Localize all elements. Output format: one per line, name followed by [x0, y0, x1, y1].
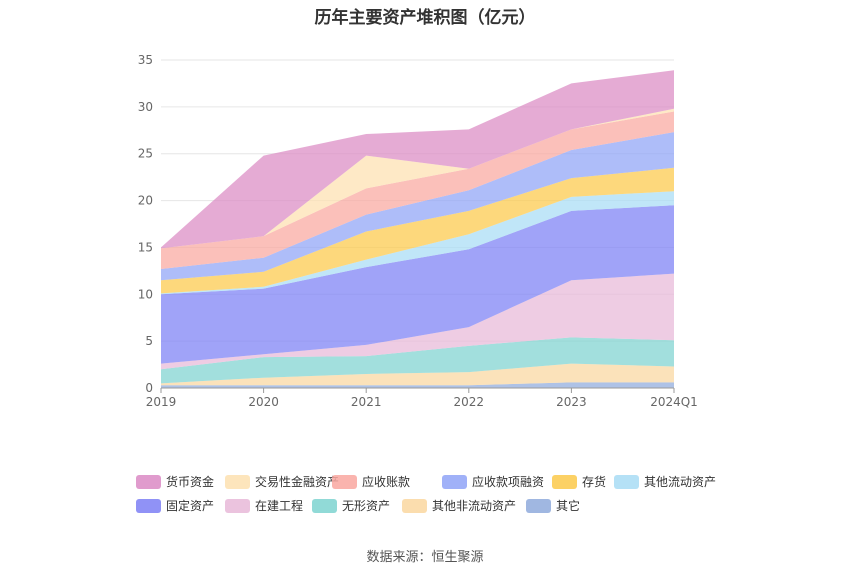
x-tick-label: 2019 — [146, 395, 177, 409]
legend-item[interactable]: 应收账款 — [332, 473, 410, 490]
legend-swatch — [312, 498, 337, 513]
legend-swatch — [526, 498, 551, 513]
y-tick-label: 25 — [138, 147, 153, 161]
area-无形资产 — [161, 337, 674, 384]
legend-label: 存货 — [582, 475, 607, 489]
legend-label: 其他非流动资产 — [432, 499, 517, 513]
legend-swatch — [136, 474, 161, 489]
legend-swatch — [614, 474, 639, 489]
legend-label: 交易性金融资产 — [255, 475, 340, 489]
area-交易性金融资产 — [161, 108, 674, 249]
legend-label: 固定资产 — [166, 499, 215, 513]
area-series — [161, 70, 674, 388]
x-tick-label: 2021 — [351, 395, 382, 409]
legend-label: 应收账款 — [362, 475, 411, 489]
legend-swatch — [225, 474, 250, 489]
y-tick-label: 15 — [138, 240, 153, 254]
area-其他非流动资产 — [161, 363, 674, 386]
legend-swatch — [225, 498, 250, 513]
legend-swatch — [332, 474, 357, 489]
legend-item[interactable]: 其他非流动资产 — [402, 497, 516, 514]
legend-label: 货币资金 — [166, 475, 215, 489]
legend-label: 应收款项融资 — [472, 475, 545, 489]
chart-title: 历年主要资产堆积图（亿元） — [314, 8, 536, 28]
y-tick-label: 35 — [138, 53, 153, 67]
legend-item[interactable]: 货币资金 — [136, 473, 214, 490]
legend-item[interactable]: 固定资产 — [136, 497, 214, 514]
area-其他流动资产 — [161, 191, 674, 295]
y-tick-label: 20 — [138, 194, 153, 208]
legend-swatch — [136, 498, 161, 513]
area-应收款项融资 — [161, 132, 674, 281]
area-应收账款 — [161, 111, 674, 269]
x-tick-label: 2020 — [248, 395, 279, 409]
x-tick-label: 2023 — [556, 395, 587, 409]
legend-label: 无形资产 — [342, 499, 391, 513]
legend-item[interactable]: 无形资产 — [312, 497, 390, 514]
y-tick-label: 10 — [138, 287, 153, 301]
legend-swatch — [552, 474, 577, 489]
legend-swatch — [402, 498, 427, 513]
area-在建工程 — [161, 273, 674, 370]
stacked-area-chart: 0 5 10 15 20 25 30 35 2019 2020 2021 2022 2023 2024Q1 — [138, 53, 698, 409]
x-tick-label: 2024Q1 — [650, 395, 698, 409]
data-source: 数据来源：恒生聚源 — [366, 550, 484, 565]
legend-item[interactable]: 交易性金融资产 — [225, 473, 339, 490]
area-固定资产 — [161, 205, 674, 364]
y-tick-label: 0 — [145, 381, 153, 395]
y-tick-label: 5 — [145, 334, 153, 348]
x-tick-label: 2022 — [454, 395, 485, 409]
axes: 0 5 10 15 20 25 30 35 2019 2020 2021 2022 2023 2024Q1 — [138, 53, 698, 409]
legend-item[interactable]: 其它 — [526, 497, 580, 514]
legend-item[interactable]: 应收款项融资 — [442, 473, 544, 490]
legend-item[interactable]: 存货 — [552, 473, 606, 490]
legend-label: 其他流动资产 — [644, 475, 717, 489]
area-存货 — [161, 167, 674, 294]
y-tick-label: 30 — [138, 100, 153, 114]
legend-label: 在建工程 — [255, 499, 304, 513]
area-货币资金 — [161, 70, 674, 249]
legend-item[interactable]: 在建工程 — [225, 497, 303, 514]
legend-item[interactable]: 其他流动资产 — [614, 473, 716, 490]
legend-swatch — [442, 474, 467, 489]
legend-label: 其它 — [556, 499, 581, 513]
